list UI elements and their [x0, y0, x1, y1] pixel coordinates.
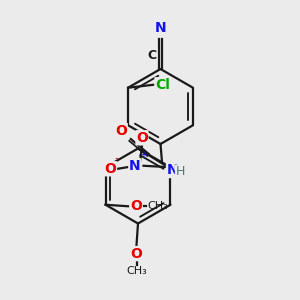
- Text: O: O: [130, 247, 142, 261]
- Text: O: O: [115, 124, 127, 137]
- Text: C: C: [148, 49, 157, 62]
- Text: +: +: [139, 150, 147, 160]
- Text: -: -: [115, 153, 119, 163]
- Text: N: N: [155, 21, 166, 35]
- Text: H: H: [176, 165, 185, 178]
- Text: CH₃: CH₃: [148, 201, 168, 211]
- Text: N: N: [167, 164, 178, 178]
- Text: N: N: [129, 159, 140, 173]
- Text: O: O: [105, 162, 116, 176]
- Text: CH₃: CH₃: [126, 266, 147, 276]
- Text: O: O: [136, 131, 148, 145]
- Text: O: O: [130, 199, 142, 213]
- Text: Cl: Cl: [155, 78, 170, 92]
